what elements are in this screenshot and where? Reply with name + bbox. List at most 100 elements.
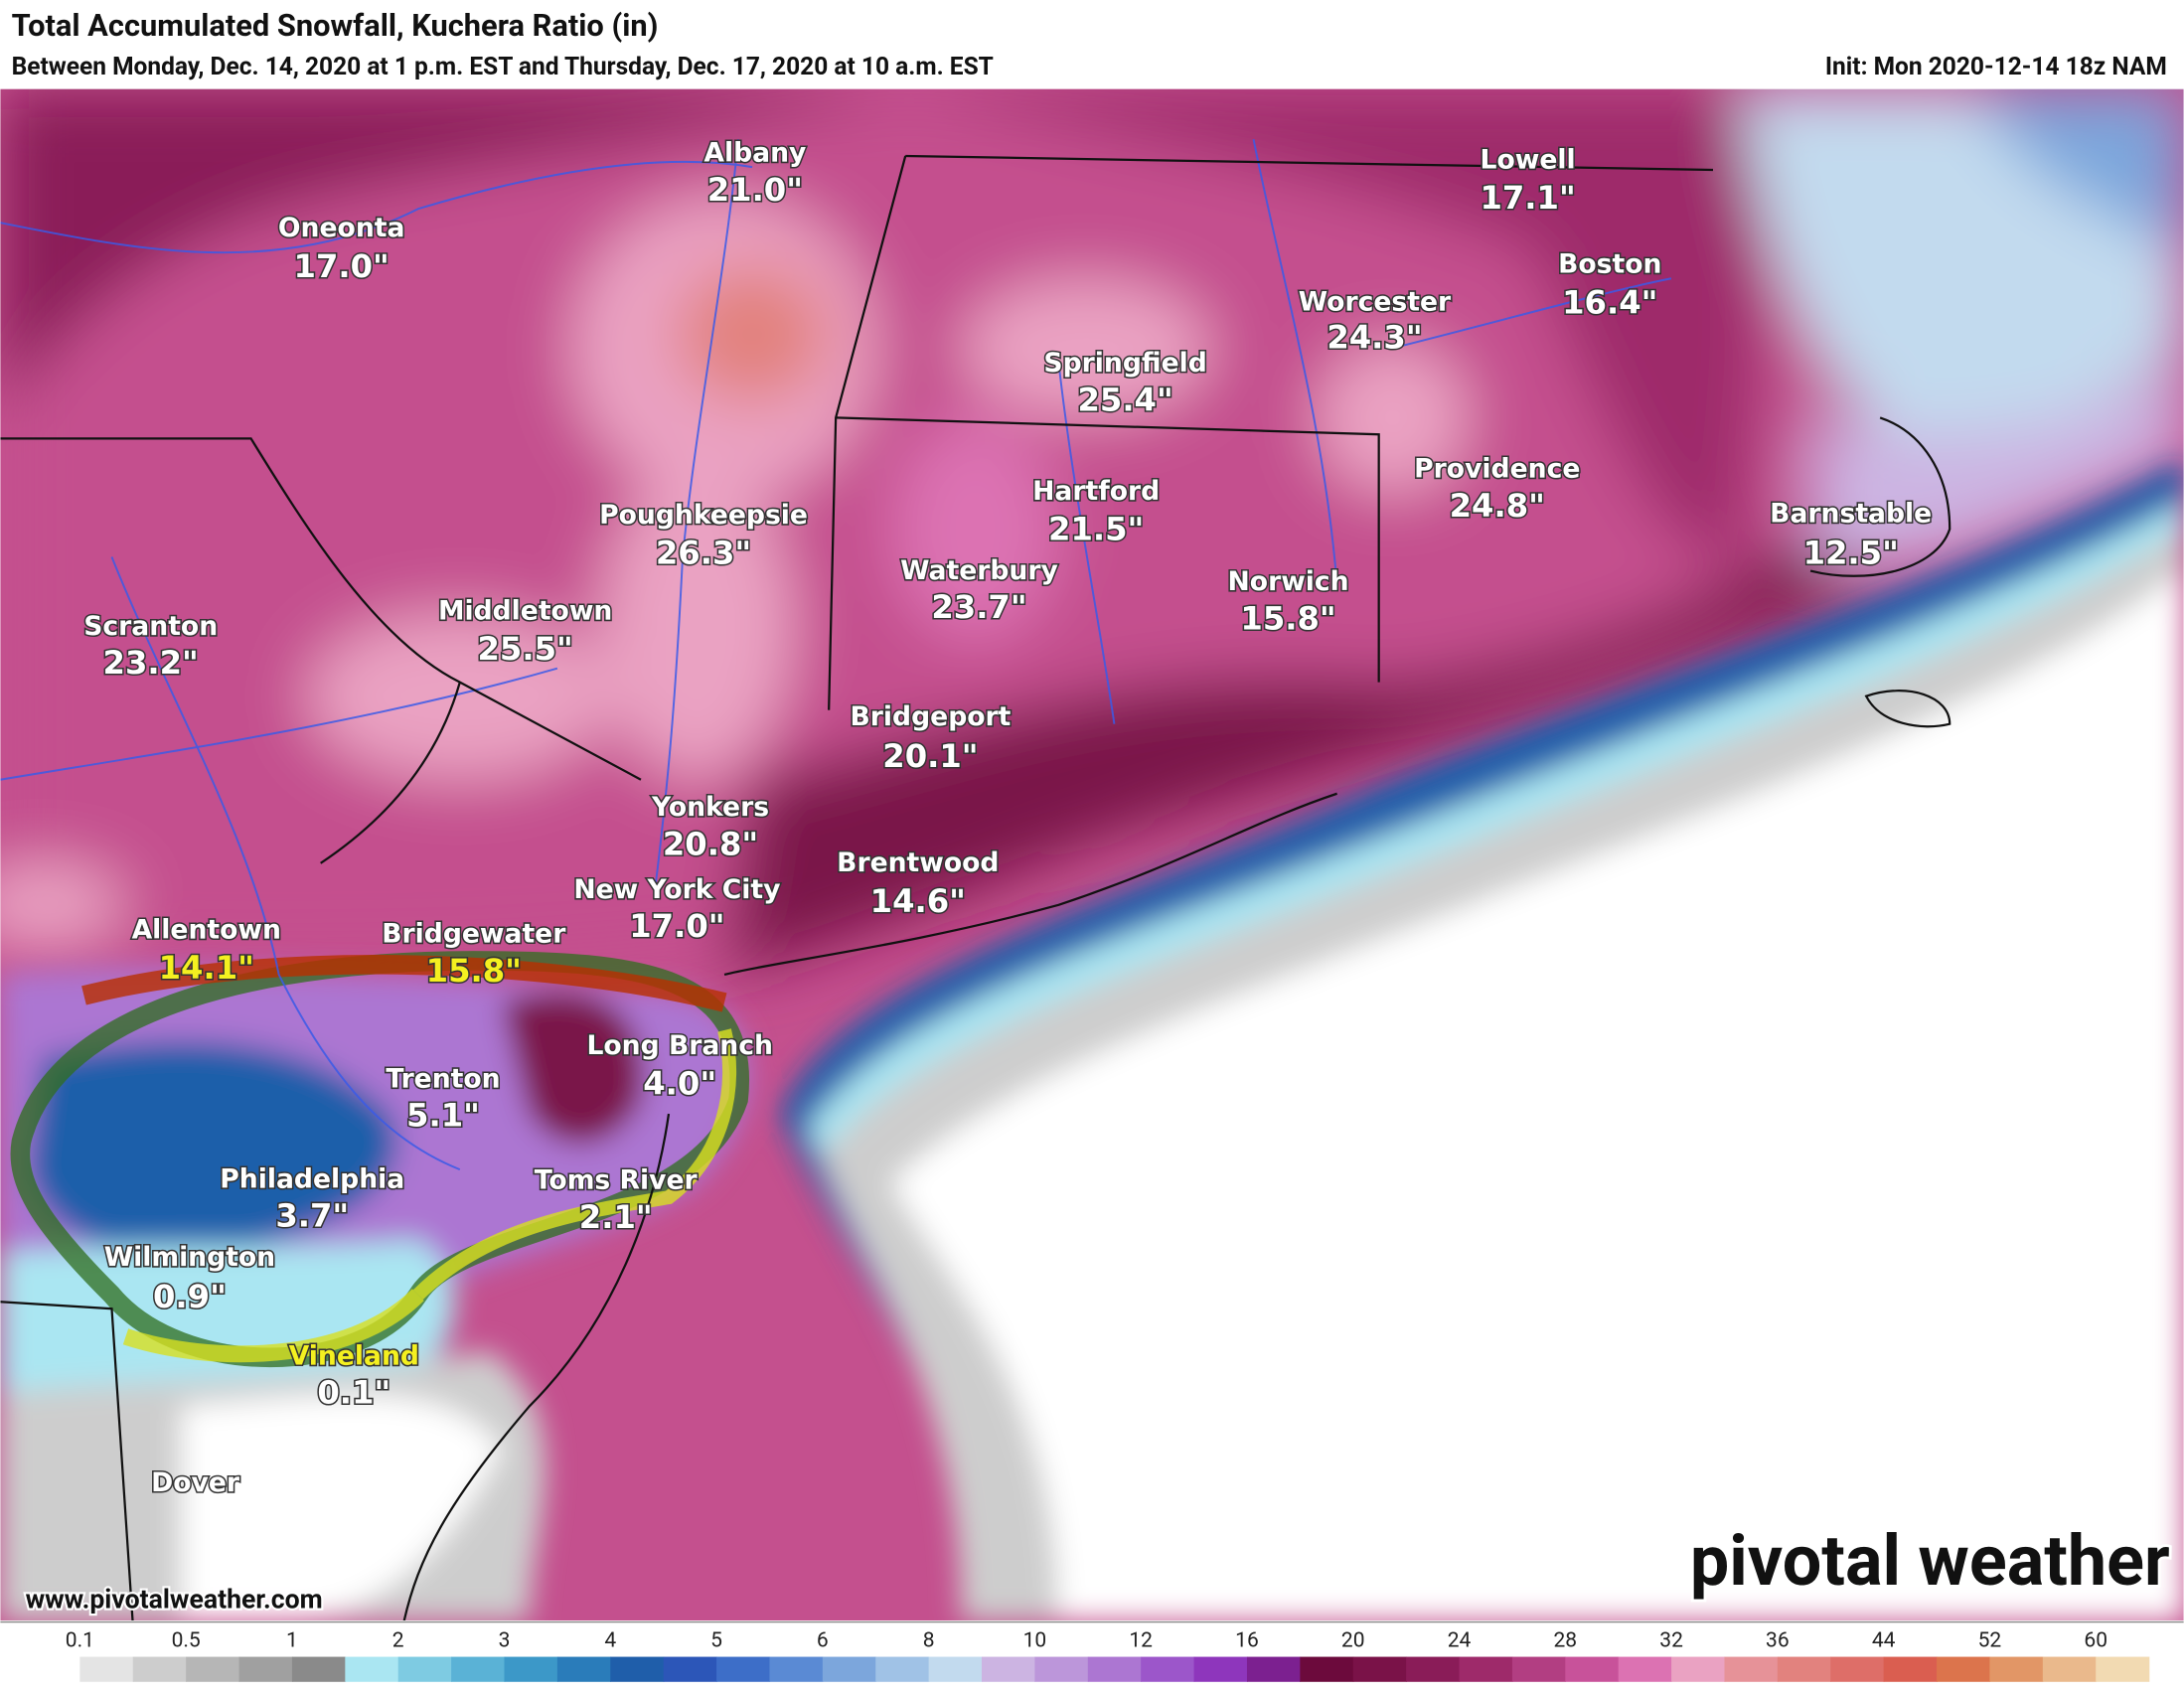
legend-tick-label: 0.5 [172, 1629, 201, 1653]
legend-swatch [1406, 1656, 1461, 1682]
init-label: Init: Mon 2020-12-14 18z NAM [1825, 52, 2167, 80]
city-value: 23.2" [103, 644, 199, 682]
snow-field [0, 88, 2184, 1621]
city-value: 2.1" [579, 1198, 653, 1236]
city-name: Waterbury [900, 555, 1058, 586]
city-name: Bridgewater [382, 919, 566, 950]
legend-swatch [504, 1656, 558, 1682]
city-value: 12.5" [1803, 535, 1899, 572]
header-bg [0, 0, 2184, 89]
city-value: 3.7" [275, 1197, 349, 1235]
city-value: 26.3" [656, 535, 751, 572]
legend-tick-label: 20 [1341, 1629, 1365, 1653]
legend-tick-label: 6 [817, 1629, 829, 1653]
legend-swatch [1300, 1656, 1354, 1682]
city-value: 17.0" [629, 907, 724, 945]
legend-tick-label: 16 [1235, 1629, 1259, 1653]
legend-tick-label: 44 [1872, 1629, 1896, 1653]
legend-swatch [1777, 1656, 1831, 1682]
legend-tick-label: 36 [1766, 1629, 1790, 1653]
legend-swatch [1087, 1656, 1142, 1682]
city-value: 21.0" [707, 171, 803, 209]
city-value: 20.1" [882, 737, 978, 775]
legend-swatch [716, 1656, 771, 1682]
city-value: 17.1" [1480, 179, 1575, 217]
legend-tick-label: 1 [286, 1629, 298, 1653]
city-name: Poughkeepsie [599, 500, 808, 531]
legend-swatch [2096, 1656, 2150, 1682]
city-value: 14.6" [870, 882, 966, 920]
city-name: New York City [573, 874, 780, 905]
legend-swatch [1671, 1656, 1726, 1682]
legend-tick-label: 32 [1659, 1629, 1683, 1653]
brand-logo: pivotal weather [1690, 1521, 2170, 1603]
city-name: Trenton [386, 1063, 500, 1094]
city-value: 20.8" [663, 825, 758, 862]
legend-swatch [1937, 1656, 1991, 1682]
city-value: 21.5" [1048, 511, 1144, 548]
legend-tick-label: 5 [710, 1629, 722, 1653]
legend-swatch [1565, 1656, 1620, 1682]
legend-swatch [1246, 1656, 1302, 1682]
city-value: 15.8" [426, 952, 522, 990]
city-name: Middletown [438, 596, 612, 627]
city-name: Oneonta [278, 213, 405, 243]
legend-swatch [1989, 1656, 2044, 1682]
legend-tick-label: 28 [1554, 1629, 1578, 1653]
legend: 0.1 0.5 1 2 3 4 5 6 8 10 12 16 20 24 28 32 36 44 52 60 [26, 1629, 2150, 1682]
city-name: Allentown [132, 914, 281, 945]
city-value: 24.3" [1326, 318, 1422, 356]
city-value: 5.1" [406, 1097, 480, 1135]
legend-swatch [132, 1656, 187, 1682]
legend-swatch [186, 1656, 240, 1682]
legend-swatch [1034, 1656, 1089, 1682]
city-value: 14.1" [159, 949, 254, 987]
legend-tick-label: 3 [499, 1629, 511, 1653]
map-title: Total Accumulated Snowfall, Kuchera Rati… [12, 7, 659, 44]
legend-swatch [875, 1656, 930, 1682]
legend-swatch [345, 1656, 399, 1682]
legend-swatch [928, 1656, 983, 1682]
city-value: 25.5" [478, 630, 573, 668]
legend-swatch [982, 1656, 1036, 1682]
city-name: Boston [1558, 249, 1661, 280]
city-name: Vineland [289, 1340, 419, 1371]
legend-swatch [1724, 1656, 1779, 1682]
legend-swatch [26, 1656, 81, 1682]
city-name: Providence [1414, 454, 1580, 485]
legend-tick-label: 8 [923, 1629, 935, 1653]
city-name: Worcester [1299, 286, 1452, 317]
legend-swatch [451, 1656, 506, 1682]
legend-swatch [822, 1656, 876, 1682]
city-value: 0.1" [317, 1374, 390, 1412]
map-subtitle: Between Monday, Dec. 14, 2020 at 1 p.m. … [12, 52, 994, 80]
legend-swatch [1830, 1656, 1885, 1682]
city-name: Toms River [535, 1165, 699, 1196]
legend-tick-label: 52 [1978, 1629, 2002, 1653]
city-name: Wilmington [104, 1242, 275, 1273]
city-name: Bridgeport [851, 701, 1012, 732]
city-name: Norwich [1228, 566, 1349, 597]
legend-tick-label: 10 [1023, 1629, 1047, 1653]
city-name: Barnstable [1770, 498, 1932, 529]
city-value: 25.4" [1077, 381, 1172, 418]
city-name: Brentwood [837, 847, 999, 878]
city-name: Long Branch [586, 1030, 773, 1061]
legend-swatch [291, 1656, 347, 1682]
legend-swatch [1352, 1656, 1407, 1682]
legend-swatch [2042, 1656, 2097, 1682]
city-name: Dover [151, 1467, 240, 1498]
city-value: 4.0" [643, 1064, 716, 1102]
legend-swatch [1193, 1656, 1248, 1682]
legend-swatch [1141, 1656, 1195, 1682]
legend-tick-label: 4 [604, 1629, 616, 1653]
legend-swatch [79, 1656, 134, 1682]
city-value: 15.8" [1240, 599, 1335, 637]
city-value: 24.8" [1450, 487, 1545, 525]
legend-tick-label: 0.1 [66, 1629, 94, 1653]
city-name: Springfield [1043, 348, 1206, 379]
legend-swatch [397, 1656, 452, 1682]
city-value: 0.9" [153, 1278, 227, 1315]
legend-swatch [1511, 1656, 1567, 1682]
